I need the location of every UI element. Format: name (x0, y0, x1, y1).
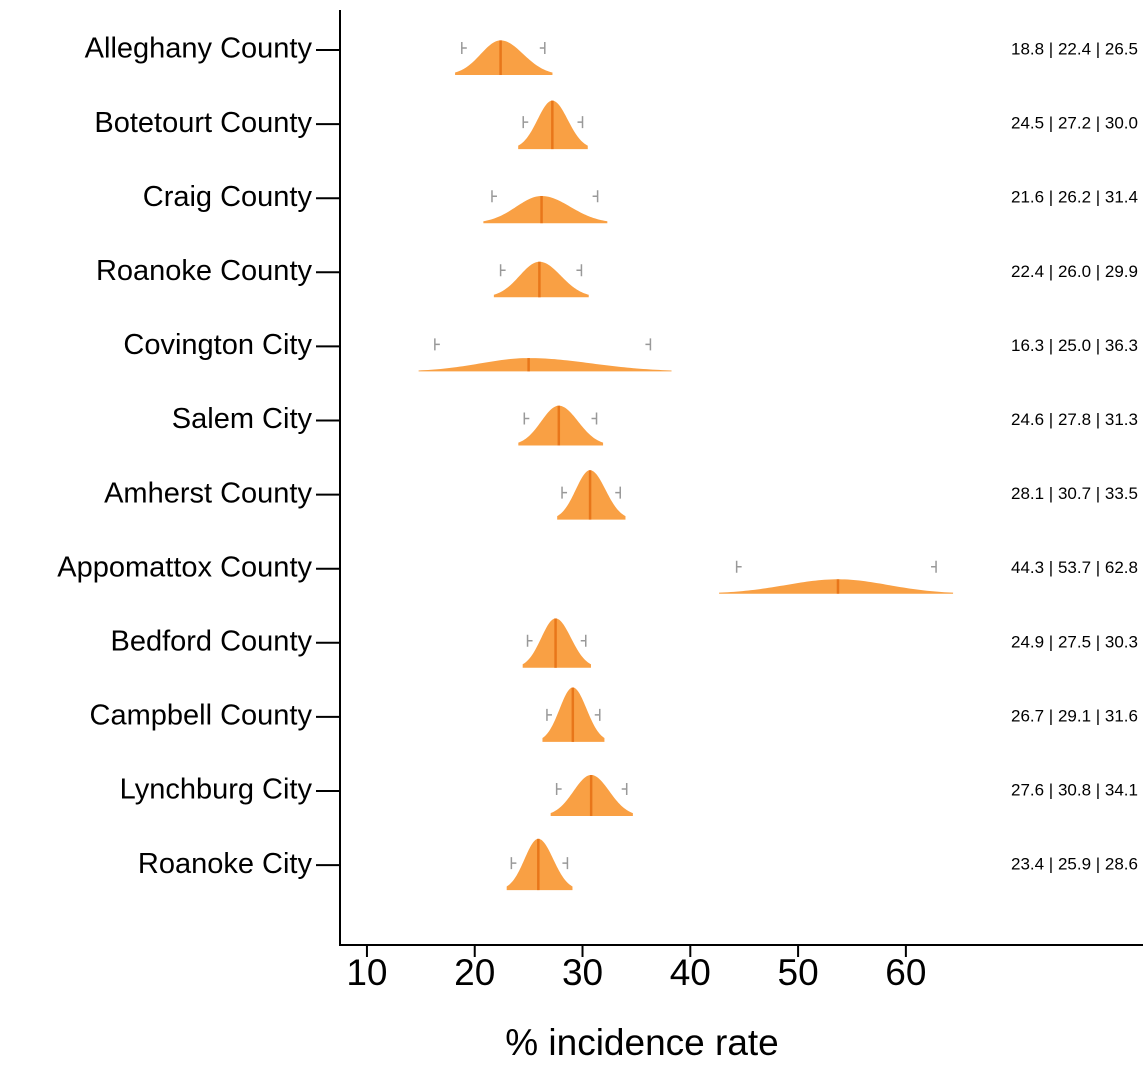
value-label: 24.5 | 27.2 | 30.0 (1011, 114, 1138, 133)
y-tick-label: Botetourt County (94, 107, 312, 139)
value-label: 21.6 | 26.2 | 31.4 (1011, 188, 1138, 207)
interval-end (522, 116, 529, 129)
value-label: 24.6 | 27.8 | 31.3 (1011, 410, 1138, 429)
y-tick-label: Covington City (123, 329, 312, 361)
interval-end (621, 783, 628, 795)
y-tick-label: Campbell County (90, 700, 313, 732)
value-label: 44.3 | 53.7 | 62.8 (1011, 558, 1138, 577)
density (522, 618, 591, 668)
x-tick-label: 40 (670, 952, 711, 993)
interval-end (510, 857, 517, 870)
interval-end (561, 486, 568, 499)
density (557, 470, 626, 520)
density (418, 358, 672, 372)
interval-end (645, 338, 652, 351)
x-tick-label: 60 (885, 952, 926, 993)
y-tick-label: Roanoke County (96, 255, 313, 287)
value-label: 27.6 | 30.8 | 34.1 (1011, 780, 1138, 799)
x-tick-label: 20 (454, 952, 495, 993)
interval-end (539, 42, 546, 54)
interval-end (592, 190, 599, 203)
interval-end (526, 634, 533, 647)
interval-end (491, 190, 497, 203)
interval-end (577, 116, 584, 129)
value-label: 23.4 | 25.9 | 28.6 (1011, 855, 1138, 874)
value-label: 18.8 | 22.4 | 26.5 (1011, 39, 1138, 58)
density (506, 838, 573, 891)
interval-end (615, 486, 621, 499)
interval-end (555, 783, 562, 795)
y-tick-label: Amherst County (104, 477, 312, 509)
x-tick-label: 10 (346, 952, 387, 993)
x-tick-label: 30 (562, 952, 603, 993)
interval-end (461, 42, 467, 54)
value-label: 28.1 | 30.7 | 33.5 (1011, 484, 1138, 503)
value-label: 26.7 | 29.1 | 31.6 (1011, 706, 1138, 725)
interval-end (546, 708, 552, 721)
interval-end (499, 264, 506, 277)
interval-end (434, 338, 440, 351)
interval-end (580, 634, 587, 647)
density (518, 405, 604, 446)
y-tick-label: Craig County (143, 181, 313, 213)
density (455, 40, 553, 75)
y-tick-label: Appomattox County (57, 551, 312, 583)
interval-end (931, 560, 937, 573)
x-axis-label: % incidence rate (505, 1022, 779, 1063)
interval-end (576, 264, 583, 277)
interval-end (562, 857, 569, 870)
y-tick-label: Alleghany County (85, 33, 313, 65)
value-label: 16.3 | 25.0 | 36.3 (1011, 336, 1138, 355)
interval-end (594, 708, 601, 721)
y-tick-label: Salem City (172, 403, 313, 435)
value-label: 24.9 | 27.5 | 30.3 (1011, 632, 1138, 651)
x-tick-label: 50 (778, 952, 819, 993)
density (719, 579, 954, 594)
interval-end (735, 560, 742, 573)
y-tick-label: Bedford County (110, 625, 312, 657)
density (483, 196, 608, 224)
interval-end (523, 412, 530, 425)
y-tick-label: Lynchburg City (120, 774, 313, 806)
interval-end (591, 412, 598, 425)
value-label: 22.4 | 26.0 | 29.9 (1011, 262, 1138, 281)
density (493, 261, 589, 298)
y-tick-label: Roanoke City (138, 848, 313, 880)
